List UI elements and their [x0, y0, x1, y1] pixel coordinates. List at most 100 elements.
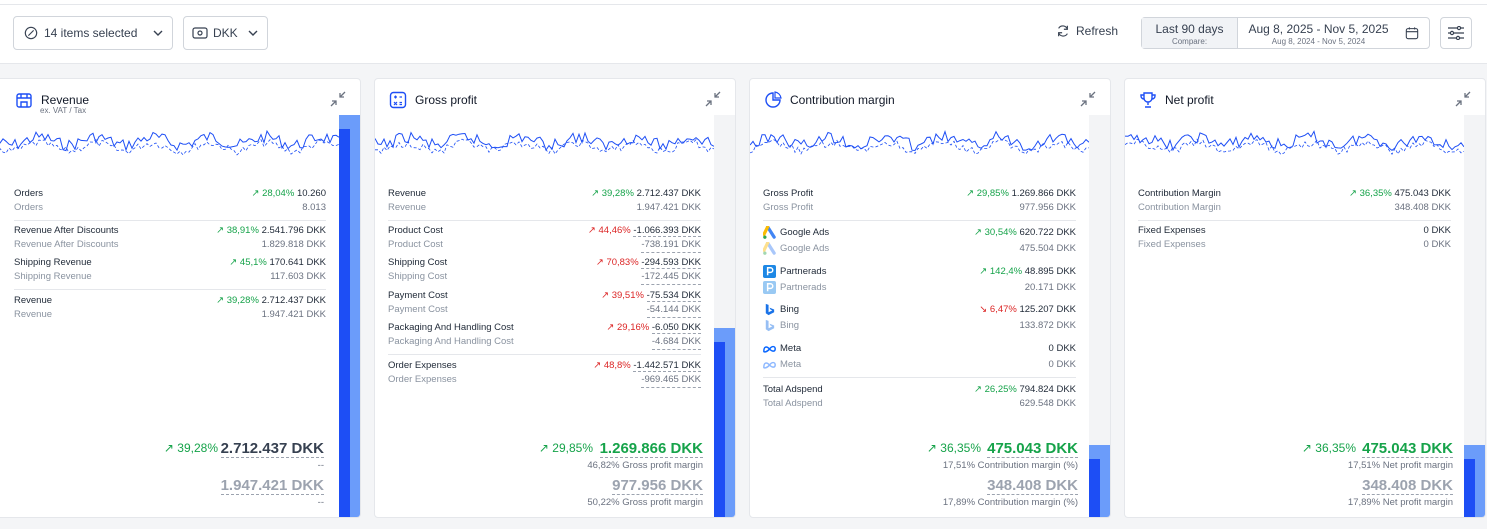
card-header: Net profit: [1139, 91, 1214, 109]
row-sublabel: Google Ads: [780, 243, 830, 254]
row-change: 44,46%: [598, 225, 631, 236]
row-change: 39,28%: [226, 295, 259, 306]
row-value: 170.641 DKK: [269, 257, 326, 268]
total-note: 17,51% Contribution margin (%): [942, 460, 1078, 471]
revenue-sparkline: [0, 129, 339, 156]
sliders-icon: [1448, 26, 1464, 40]
row-value: -294.593 DKK: [641, 257, 701, 269]
row-value: 2.712.437 DKK: [636, 188, 701, 199]
row-change: 26,25%: [984, 384, 1017, 395]
row-prev-value: -4.684 DKK: [651, 335, 701, 350]
row-value: 10.260: [296, 188, 326, 199]
meta-icon: [763, 345, 776, 353]
row-label: Google Ads: [780, 227, 830, 238]
store-gauge-icon: [24, 26, 38, 40]
store-icon: [16, 93, 32, 108]
row-shipping-cost: Shipping Cost Shipping Cost ↗ 70,83% -29…: [388, 256, 701, 285]
partnerads-icon: [763, 265, 776, 278]
row-prev-value: 348.408 DKK: [1394, 202, 1451, 213]
row-sublabel: Partnerads: [780, 282, 827, 293]
collapse-icon[interactable]: [705, 91, 721, 107]
row-change: 29,85%: [976, 188, 1009, 199]
refresh-icon: [1058, 25, 1068, 37]
trend-up-icon: ↗: [595, 257, 607, 268]
refresh-button[interactable]: Refresh: [1056, 24, 1118, 38]
row-label: Revenue After Discounts: [14, 225, 119, 236]
total-change: ↗ 29,85%: [538, 441, 593, 455]
row-fixed-expenses: Fixed Expenses Fixed Expenses 0 DKK 0 DK…: [1138, 224, 1451, 252]
contribution-bar-track: [1089, 115, 1110, 517]
card-header: Gross profit: [389, 91, 477, 109]
row-prev-value: 8.013: [302, 202, 326, 213]
row-value: -6.050 DKK: [651, 322, 701, 334]
row-label: Revenue: [388, 188, 427, 199]
date-range[interactable]: Aug 8, 2025 - Nov 5, 2025 Aug 8, 2024 - …: [1238, 18, 1429, 48]
currency-label: DKK: [213, 26, 238, 40]
row-prev-value: 629.548 DKK: [1019, 398, 1076, 409]
total-change-value: 36,35%: [1315, 441, 1356, 455]
pie-chart-icon: [765, 91, 782, 108]
row-prev-value: 1.947.421 DKK: [261, 309, 326, 320]
row-sublabel: Order Expenses: [388, 374, 457, 385]
items-selector-dropdown[interactable]: 14 items selected: [13, 16, 173, 50]
prev-total-note: 17,89% Contribution margin (%): [942, 497, 1078, 508]
row-packaging-cost: Packaging And Handling Cost Packaging An…: [388, 321, 701, 350]
chevron-down-icon: [248, 30, 258, 36]
row-orders: Orders Orders ↗ 28,04% 10.260 8.013: [14, 187, 326, 215]
prev-total-value: 348.408 DKK: [1362, 477, 1453, 495]
row-change: 38,91%: [226, 225, 259, 236]
row-label: Revenue: [14, 295, 53, 306]
total-value: 475.043 DKK: [987, 440, 1078, 458]
meta-icon: [763, 361, 776, 369]
collapse-icon[interactable]: [1455, 91, 1471, 107]
row-meta: Meta Meta 0 DKK 0 DKK: [763, 342, 1076, 372]
trend-up-icon: ↗: [593, 360, 604, 371]
row-change: 6,47%: [989, 304, 1017, 315]
card-title: Contribution margin: [790, 93, 895, 107]
filter-settings-button[interactable]: [1440, 17, 1472, 49]
row-label: Shipping Cost: [388, 257, 448, 268]
prev-total-note: --: [317, 497, 324, 508]
row-sublabel: Meta: [780, 359, 802, 370]
row-value: -75.534 DKK: [646, 290, 701, 302]
divider: [14, 289, 326, 290]
row-label: Orders: [14, 188, 44, 199]
currency-dropdown[interactable]: DKK: [183, 16, 268, 50]
row-label: Shipping Revenue: [14, 257, 92, 268]
row-value: 475.043 DKK: [1394, 188, 1451, 199]
row-sublabel: Contribution Margin: [1138, 202, 1221, 213]
row-bing: Bing Bing ↘ 6,47% 125.207 DKK 133.872 DK…: [763, 303, 1076, 333]
row-change: 48,8%: [603, 360, 631, 371]
items-selected-label: 14 items selected: [44, 26, 138, 40]
row-product-cost: Product Cost Product Cost ↗ 44,46% -1.06…: [388, 224, 701, 253]
card-subtitle: ex. VAT / Tax: [40, 106, 87, 115]
row-prev-value: -172.445 DKK: [641, 270, 701, 285]
row-total-adspend: Total Adspend Total Adspend ↗ 26,25% 794…: [763, 383, 1076, 411]
row-order-expenses: Order Expenses Order Expenses ↗ 48,8% -1…: [388, 359, 701, 388]
row-change: 30,54%: [984, 227, 1017, 238]
date-range-picker[interactable]: Last 90 days Compare: Aug 8, 2025 - Nov …: [1141, 17, 1430, 49]
gross-bar-current: [714, 342, 725, 517]
card-header: Revenue: [15, 91, 89, 109]
row-prev-value: 0 DKK: [1048, 359, 1076, 370]
collapse-icon[interactable]: [330, 91, 346, 107]
revenue-bar-track: [339, 115, 360, 517]
row-value: 794.824 DKK: [1019, 384, 1076, 395]
row-gross-profit: Gross Profit Gross Profit ↗ 29,85% 1.269…: [763, 187, 1076, 215]
net-profit-card: Net profit Contribution Margin Contribut…: [1124, 78, 1486, 518]
trend-down-icon: ↘: [979, 304, 990, 315]
divider: [388, 354, 701, 355]
row-sublabel: Total Adspend: [763, 398, 823, 409]
row-prev-value: -969.465 DKK: [641, 373, 701, 388]
row-value: 0 DKK: [1423, 225, 1451, 236]
row-prev-value: -54.144 DKK: [646, 303, 701, 318]
gross-bar: [714, 328, 735, 517]
date-preset[interactable]: Last 90 days Compare:: [1142, 18, 1238, 48]
calendar-icon: [1405, 27, 1419, 40]
row-sublabel: Gross Profit: [763, 202, 814, 213]
row-sublabel: Orders: [14, 202, 44, 213]
collapse-icon[interactable]: [1080, 91, 1096, 107]
total-change-value: 39,28%: [177, 441, 218, 455]
chevron-down-icon: [153, 30, 163, 36]
contribution-bar-current: [1089, 458, 1100, 517]
